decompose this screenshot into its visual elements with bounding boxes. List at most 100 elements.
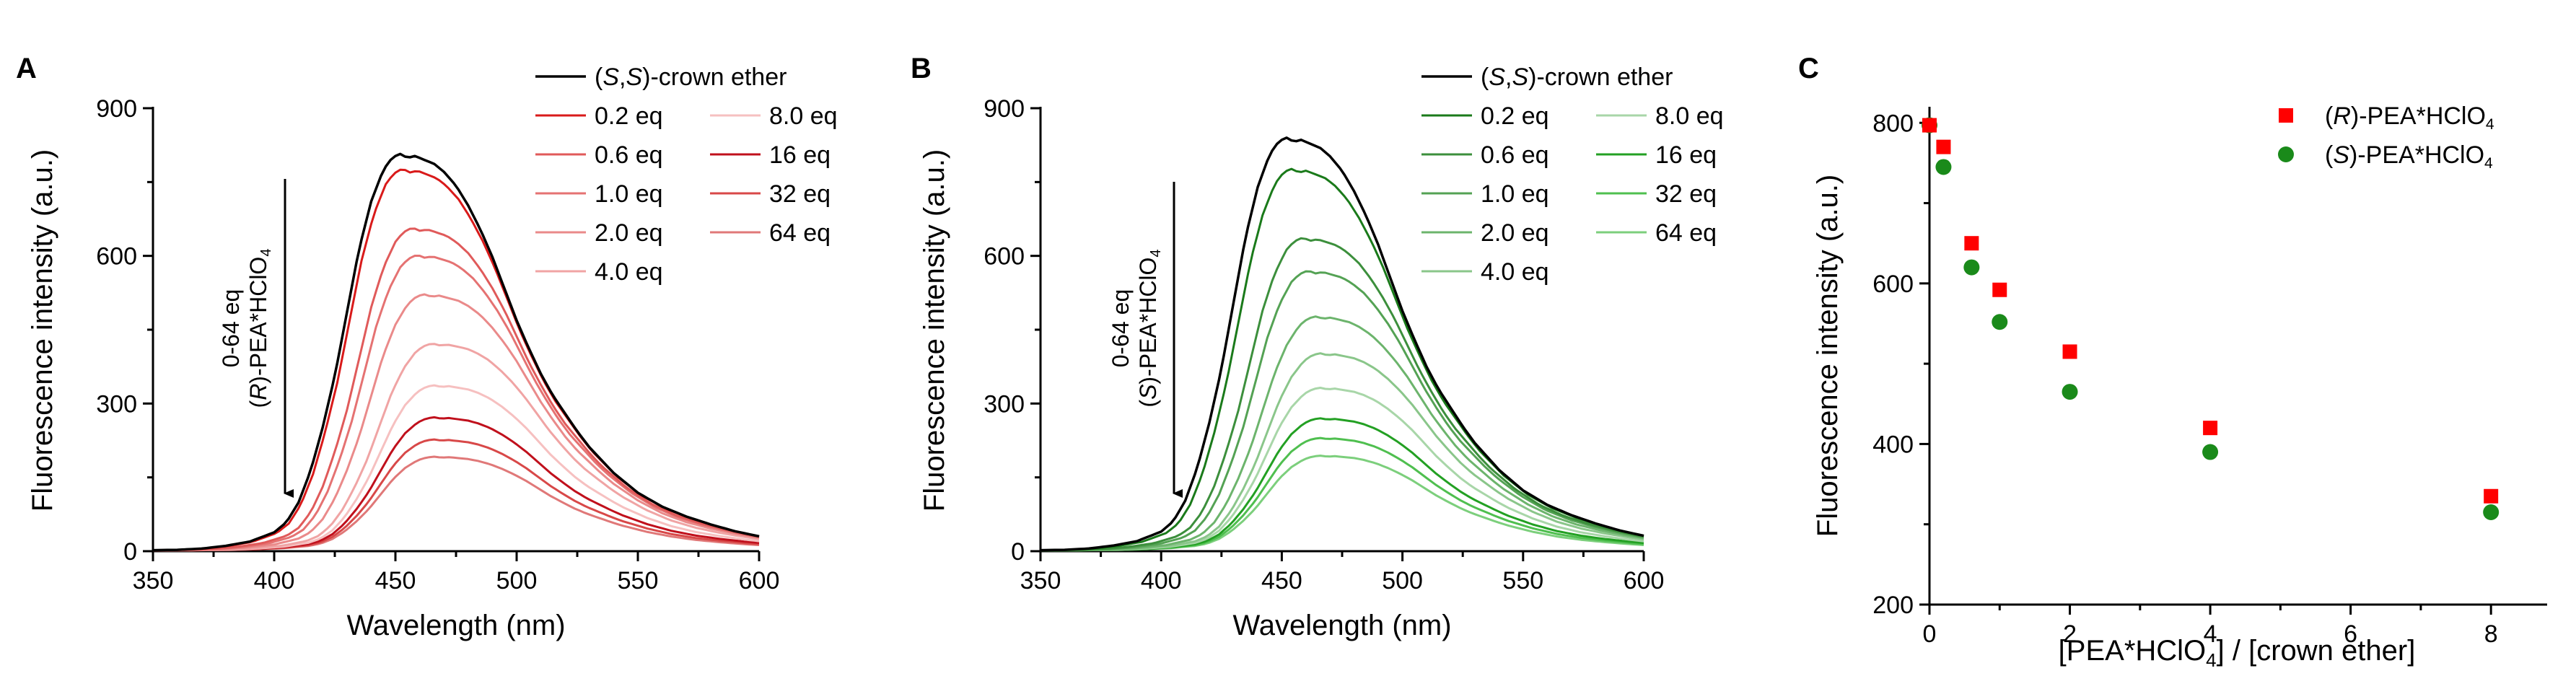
panel-a-xlabel: Wavelength (nm) xyxy=(346,610,565,641)
x-tick-label: 500 xyxy=(496,567,538,594)
x-tick-label: 450 xyxy=(375,567,416,594)
legend-label: 8.0 eq xyxy=(1655,102,1724,130)
spectrum-line-4-0-eq xyxy=(1041,352,1644,552)
data-point-r xyxy=(1992,282,2007,297)
y-tick-label: 200 xyxy=(1872,592,1914,619)
x-tick-label: 600 xyxy=(739,567,780,594)
legend-label: 2.0 eq xyxy=(595,219,663,247)
y-tick-label: 800 xyxy=(1872,110,1914,137)
spectrum-line-16-eq xyxy=(153,416,760,552)
legend-label: 1.0 eq xyxy=(1481,180,1549,208)
legend-marker xyxy=(2278,146,2294,162)
spectrum-line-64-eq xyxy=(153,455,760,552)
x-tick-label: 2 xyxy=(2063,620,2077,648)
y-tick-label: 0 xyxy=(1011,538,1025,566)
x-tick-label: 400 xyxy=(254,567,295,594)
y-tick-label: 600 xyxy=(96,243,137,271)
spectrum-line--s-s-crown-ether xyxy=(152,152,760,552)
data-point-r xyxy=(1964,236,1979,251)
legend-label: 2.0 eq xyxy=(1481,219,1549,247)
panel-a: A 350 400 450 500 550 600 0 300 600 900 Fluoresce… xyxy=(16,53,838,641)
legend-label: 0.6 eq xyxy=(595,141,663,169)
x-tick-label: 0 xyxy=(1923,620,1937,648)
panel-b-annotation: 0-64 eq (S)-PEA*HClO4 xyxy=(1108,249,1164,407)
panel-a-curves xyxy=(152,152,760,552)
panel-c-ticks: 0 2 4 6 8 200 400 600 800 xyxy=(1872,110,2497,648)
panel-b-annotation-line2: (S)-PEA*HClO4 xyxy=(1135,249,1164,407)
x-tick-label: 4 xyxy=(2204,620,2217,648)
data-point-s xyxy=(1935,159,1952,175)
legend-label: (S,S)-crown ether xyxy=(1481,63,1673,91)
spectrum-line-32-eq xyxy=(153,438,760,552)
data-point-s xyxy=(2202,444,2219,460)
legend-label: (S,S)-crown ether xyxy=(595,63,787,91)
spectrum-line-8-0-eq xyxy=(153,384,760,552)
x-tick-label: 8 xyxy=(2484,620,2498,648)
data-point-r xyxy=(1922,118,1937,133)
legend-label: 64 eq xyxy=(769,219,831,247)
panel-c-ylabel: Fluorescence intensity (a.u.) xyxy=(1812,175,1844,537)
y-tick-label: 900 xyxy=(96,95,137,123)
data-point-s xyxy=(1963,259,1980,276)
x-tick-label: 600 xyxy=(1624,567,1665,594)
spectrum-line--s-s-crown-ether xyxy=(1040,136,1644,552)
panel-a-annotation: 0-64 eq (R)-PEA*HClO4 xyxy=(218,249,274,408)
data-point-r xyxy=(1936,139,1951,154)
x-tick-label: 450 xyxy=(1261,567,1302,594)
x-tick-label: 6 xyxy=(2344,620,2357,648)
spectrum-line-2-0-eq xyxy=(153,293,760,552)
panel-c-xlabel: [PEA*HClO4] / [crown ether] xyxy=(2059,635,2416,671)
panel-c-points xyxy=(1922,117,2500,521)
spectrum-line-64-eq xyxy=(1041,455,1644,552)
spectrum-line-32-eq xyxy=(1041,436,1644,552)
spectrum-line-0-2-eq xyxy=(153,168,760,552)
panel-b-ylabel: Fluorescence intensity (a.u.) xyxy=(919,149,950,512)
x-tick-label: 550 xyxy=(618,567,659,594)
legend-label: 32 eq xyxy=(1655,180,1717,208)
spectrum-line-2-0-eq xyxy=(1041,315,1644,552)
x-tick-label: 400 xyxy=(1141,567,1182,594)
legend-label: (R)-PEA*HClO4 xyxy=(2325,102,2494,133)
panel-a-annotation-line1: 0-64 eq xyxy=(218,289,244,368)
legend-label: 4.0 eq xyxy=(595,258,663,286)
panel-b: B 350 400 450 500 550 600 0 300 600 900 Fluoresce… xyxy=(911,53,1724,641)
y-tick-label: 300 xyxy=(983,390,1025,418)
panel-a-ylabel: Fluorescence intensity (a.u.) xyxy=(27,149,58,512)
panel-a-ticks: 350 400 450 500 550 600 0 300 600 900 xyxy=(96,95,779,594)
legend-label: 32 eq xyxy=(769,180,831,208)
legend-label: 0.2 eq xyxy=(1481,102,1549,130)
panel-a-legend: (S,S)-crown ether 0.2 eq 0.6 eq 1.0 eq 2.0 e… xyxy=(535,63,838,286)
panel-b-annotation-line1: 0-64 eq xyxy=(1108,289,1134,368)
legend-label: 1.0 eq xyxy=(595,180,663,208)
panel-a-annotation-line2: (R)-PEA*HClO4 xyxy=(245,249,274,408)
panel-b-xlabel: Wavelength (nm) xyxy=(1232,610,1451,641)
data-point-r xyxy=(2203,421,2218,436)
legend-label: 0.6 eq xyxy=(1481,141,1549,169)
spectrum-line-16-eq xyxy=(1041,417,1644,552)
spectrum-line-0-6-eq xyxy=(153,227,760,552)
panel-b-legend: (S,S)-crown ether 0.2 eq 0.6 eq 1.0 eq 2.0 e… xyxy=(1421,63,1724,286)
spectrum-line-1-0-eq xyxy=(1041,270,1644,552)
data-point-s xyxy=(1992,314,2008,330)
legend-marker xyxy=(2279,108,2293,123)
y-tick-label: 600 xyxy=(1872,271,1914,298)
y-tick-label: 0 xyxy=(123,538,137,566)
x-tick-label: 500 xyxy=(1382,567,1423,594)
panel-a-letter: A xyxy=(16,53,37,84)
legend-label: 4.0 eq xyxy=(1481,258,1549,286)
panel-b-letter: B xyxy=(911,53,932,84)
x-tick-label: 550 xyxy=(1502,567,1543,594)
spectrum-line-4-0-eq xyxy=(153,343,760,552)
data-point-r xyxy=(2484,488,2499,504)
data-point-s xyxy=(2062,384,2078,400)
legend-label: (S)-PEA*HClO4 xyxy=(2325,141,2493,172)
x-tick-label: 350 xyxy=(1020,567,1061,594)
data-point-r xyxy=(2062,344,2077,359)
data-point-s xyxy=(2483,504,2500,521)
legend-label: 16 eq xyxy=(769,141,831,169)
legend-label: 16 eq xyxy=(1655,141,1717,169)
y-tick-label: 300 xyxy=(96,390,137,418)
panel-c-letter: C xyxy=(1798,53,1819,84)
y-tick-label: 900 xyxy=(983,95,1025,123)
